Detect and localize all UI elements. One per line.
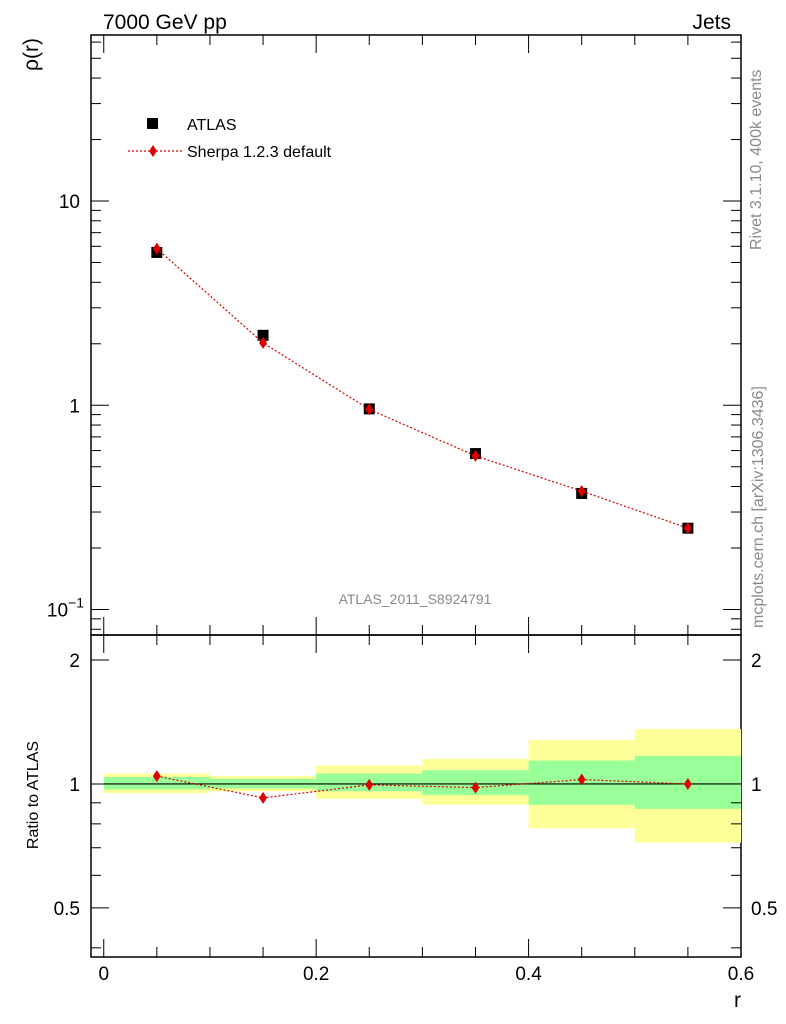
ratio-ytick-label-right-2: 2 bbox=[751, 651, 762, 672]
xtick-label-1: 0.2 bbox=[303, 964, 329, 985]
y-axis-label-ratio: Ratio to ATLAS bbox=[25, 741, 42, 849]
main-ytick-label-base: 10 bbox=[59, 192, 80, 213]
mcplots-label: mcplots.cern.ch [arXiv:1306.3436] bbox=[750, 386, 767, 628]
xtick-label-3: 0.6 bbox=[728, 964, 754, 985]
legend-label-atlas: ATLAS bbox=[187, 117, 237, 134]
ratio-ytick-label-left-1: 1 bbox=[69, 775, 80, 796]
main-ytick-label-base: 1 bbox=[69, 396, 80, 417]
xtick-label-2: 0.4 bbox=[515, 964, 542, 985]
main-data-marks bbox=[151, 242, 694, 535]
main-ytick-label-base: 10 bbox=[47, 600, 68, 621]
legend-marker-sherpa bbox=[149, 145, 157, 157]
x-axis-label: r bbox=[734, 989, 741, 1012]
sherpa-point-4 bbox=[577, 485, 586, 498]
ratio-band-inner-0 bbox=[103, 776, 210, 790]
header-left: 7000 GeV pp bbox=[103, 11, 227, 34]
sherpa-ratio-point-2 bbox=[365, 778, 374, 791]
atlas-point-1 bbox=[257, 329, 269, 341]
y-axis-label-main: ρ(r) bbox=[20, 38, 43, 71]
legend-marker-atlas bbox=[147, 118, 158, 129]
sherpa-point-0 bbox=[152, 242, 161, 255]
header-right: Jets bbox=[692, 11, 731, 34]
main-ytick-label-0: 10−1 bbox=[47, 594, 84, 621]
sherpa-ratio-line bbox=[156, 775, 688, 799]
sherpa-ratio-point-4 bbox=[577, 773, 586, 786]
ratio-ytick-label-right-0: 0.5 bbox=[751, 899, 777, 920]
ratio-ytick-label-right-1: 1 bbox=[751, 775, 762, 796]
ratio-data-marks bbox=[152, 770, 692, 804]
sherpa-ratio-point-3 bbox=[471, 781, 480, 794]
ratio-ytick-label-left-2: 2 bbox=[69, 651, 80, 672]
main-ytick-label-2: 10 bbox=[59, 192, 80, 213]
sherpa-point-5 bbox=[683, 522, 692, 535]
sherpa-ratio-point-0 bbox=[152, 770, 161, 783]
sherpa-point-3 bbox=[471, 449, 480, 462]
ratio-axis-ticks: 0 0.2 0.4 0.6 0.5 0.5 1 1 2 2 bbox=[54, 635, 777, 985]
sherpa-ratio-point-5 bbox=[683, 777, 692, 790]
sherpa-point-1 bbox=[259, 336, 268, 349]
ratio-ytick-label-left-0: 0.5 bbox=[54, 899, 80, 920]
rivet-label: Rivet 3.1.10, 400k events bbox=[748, 69, 765, 250]
legend: ATLAS Sherpa 1.2.3 default bbox=[128, 117, 332, 161]
main-ytick-label-1: 1 bbox=[69, 396, 80, 417]
analysis-label: ATLAS_2011_S8924791 bbox=[339, 591, 492, 607]
sherpa-ratio-point-1 bbox=[259, 791, 268, 804]
xtick-label-0: 0 bbox=[98, 964, 109, 985]
main-ytick-label-exp: −1 bbox=[68, 594, 84, 610]
sherpa-line bbox=[156, 248, 689, 529]
sherpa-point-2 bbox=[365, 403, 374, 416]
legend-label-sherpa: Sherpa 1.2.3 default bbox=[187, 144, 332, 161]
